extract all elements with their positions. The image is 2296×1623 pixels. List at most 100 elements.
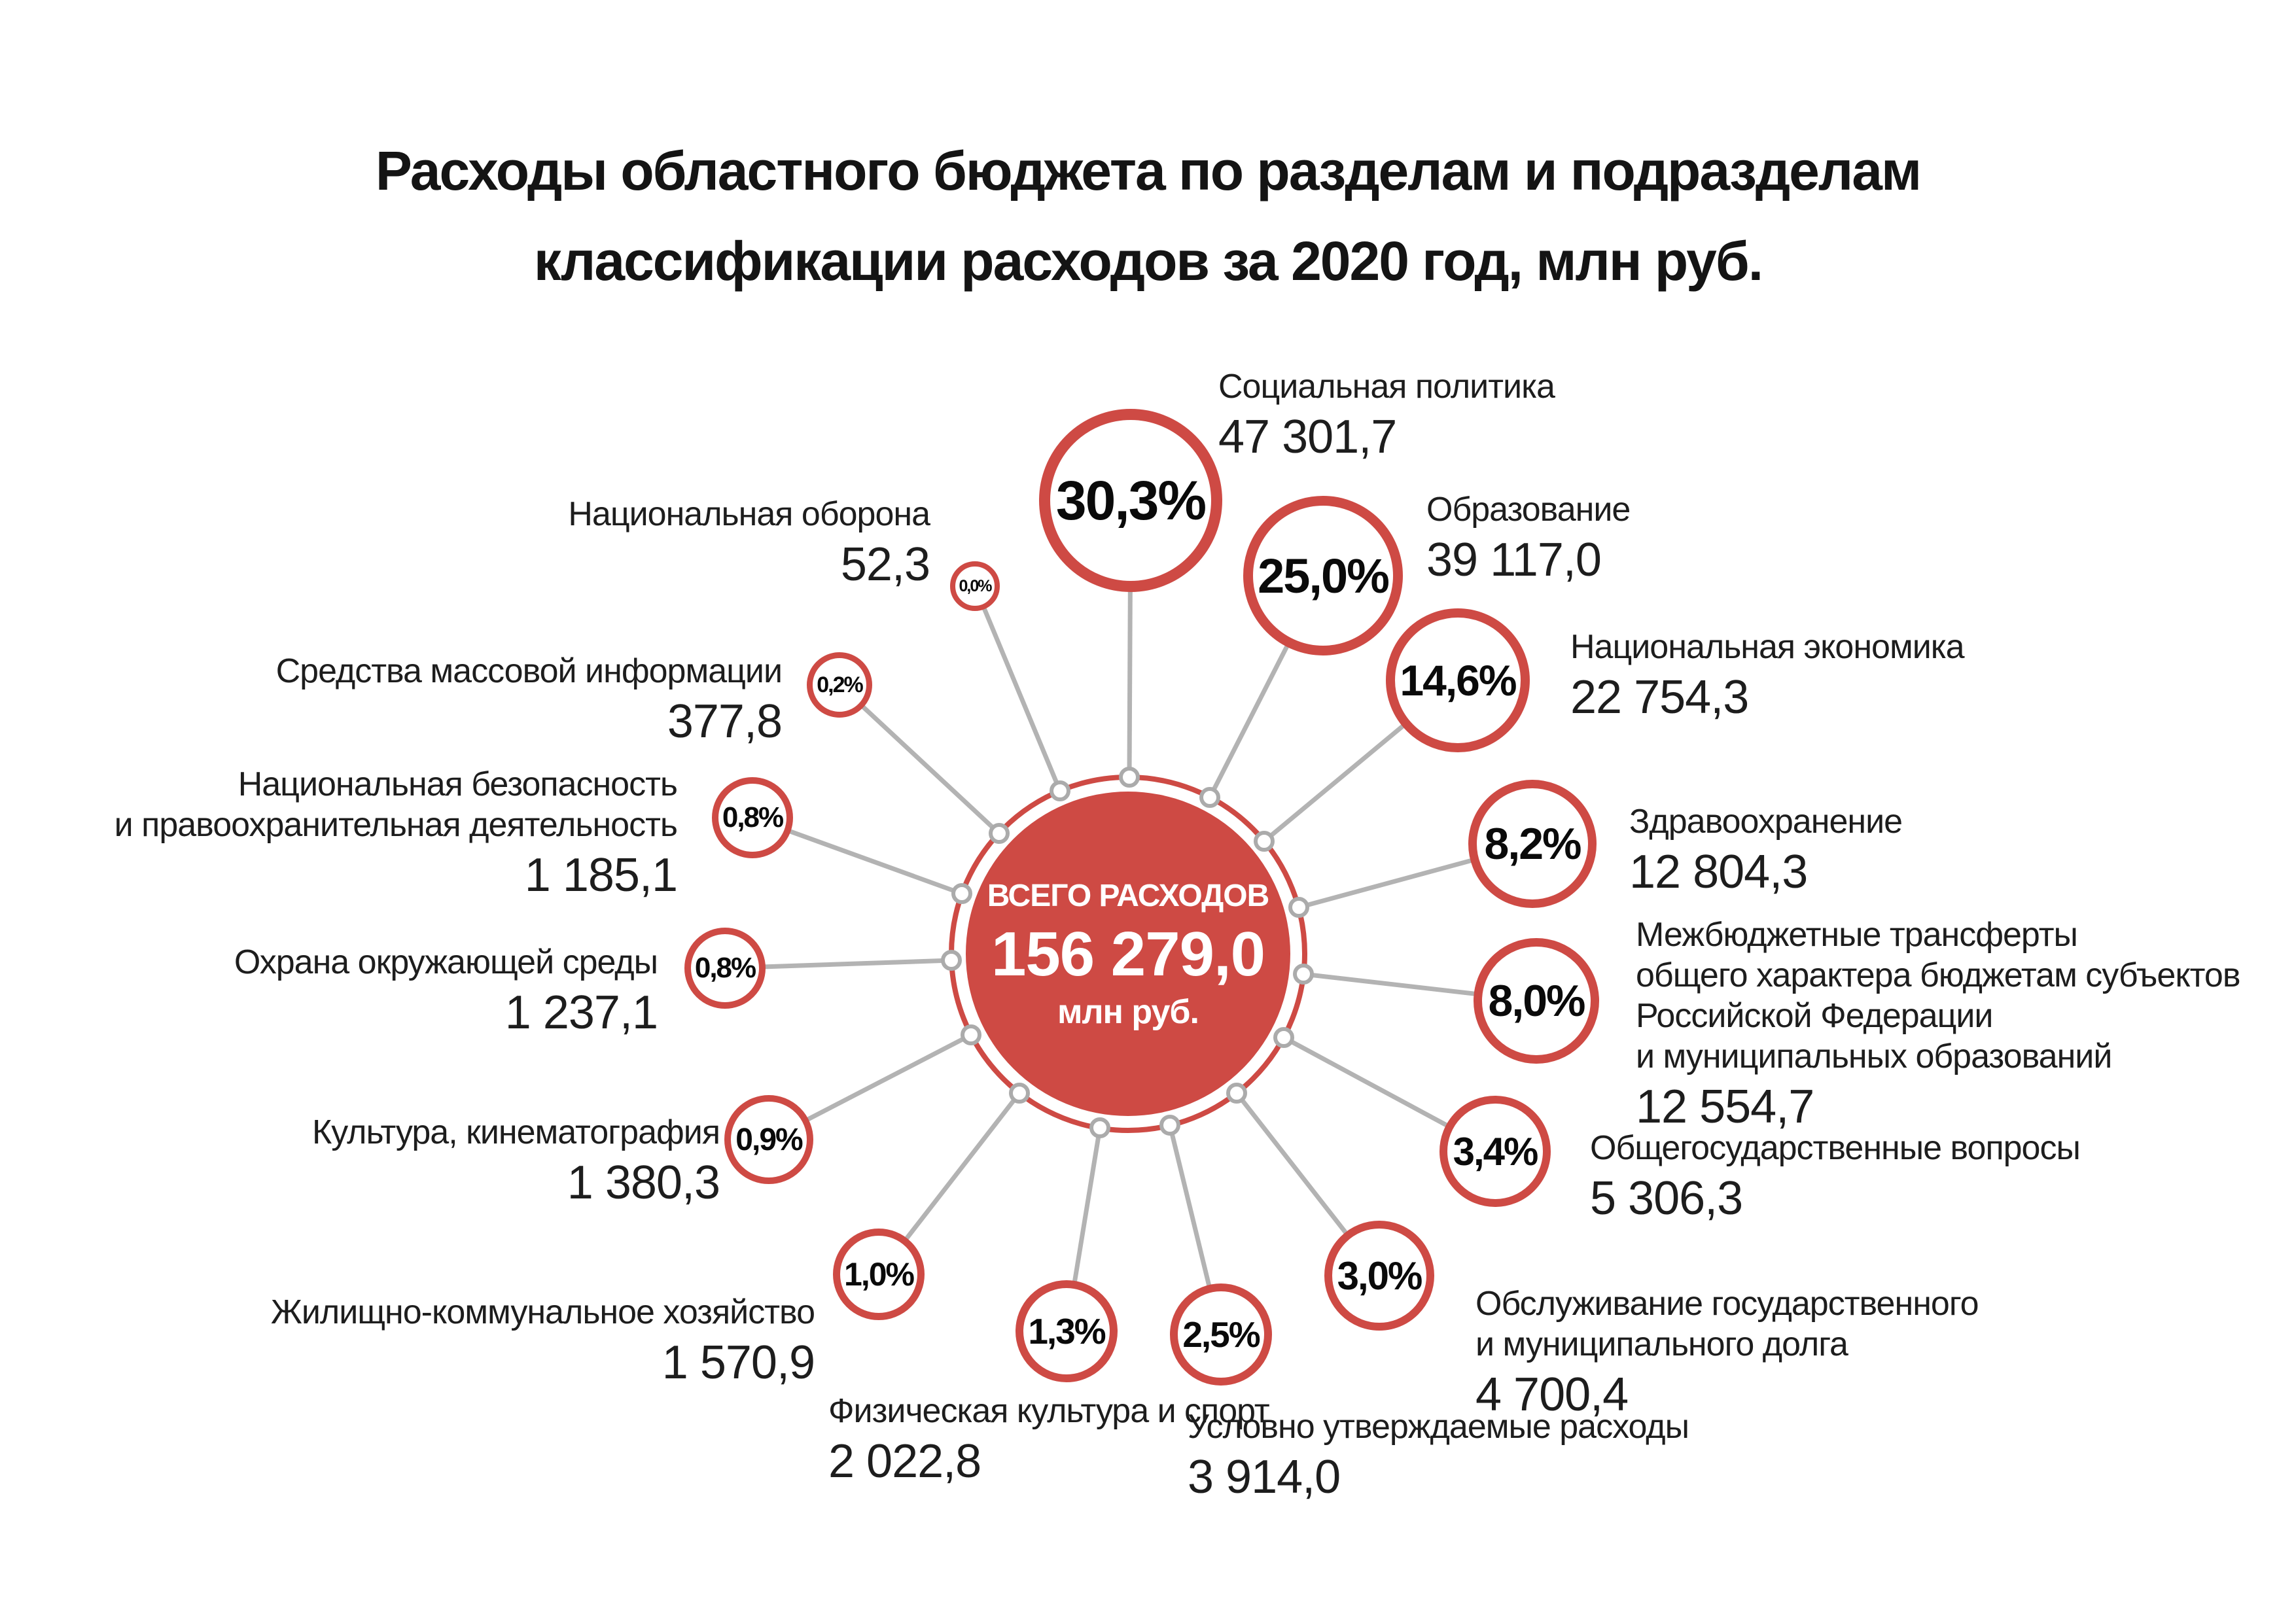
connector-node-icon xyxy=(989,823,1010,844)
connector-node-icon xyxy=(951,883,972,904)
connector-line xyxy=(972,585,1063,792)
bubble-percent: 1,0% xyxy=(844,1256,915,1293)
hub-fill-circle xyxy=(966,792,1290,1116)
bubble-percent: 25,0% xyxy=(1258,548,1390,603)
category-label-line: Физическая культура и спорт xyxy=(828,1392,1270,1430)
category-label-line: Общегосударственные вопросы xyxy=(1590,1129,2081,1167)
category-value: 4 700,4 xyxy=(1475,1369,1629,1421)
category-label-block: Социальная политика 47 301,7 xyxy=(1218,366,1555,464)
bubble-percent: 0,0% xyxy=(959,576,993,595)
hub-total-label: ВСЕГО РАСХОДОВ xyxy=(987,879,1270,913)
connector-node-icon xyxy=(1089,1117,1110,1138)
bubble-15: 0,0% xyxy=(950,561,1000,611)
category-value: 12 804,3 xyxy=(1629,846,1808,898)
hub-text: ВСЕГО РАСХОДОВ 156 279,0 млн руб. xyxy=(932,875,1324,1033)
category-label-block: Физическая культура и спорт 2 022,8 xyxy=(828,1391,1270,1489)
bubble-4: 8,2% xyxy=(1468,780,1597,908)
bubble-2: 25,0% xyxy=(1243,496,1403,655)
connector-line xyxy=(838,683,1001,835)
category-label-line: Национальная экономика xyxy=(1570,628,1965,666)
category-label-line: Образование xyxy=(1426,491,1631,529)
page-title-line-2: классификации расходов за 2020 год, млн … xyxy=(533,230,1763,292)
category-value: 3 914,0 xyxy=(1188,1451,1341,1503)
category-label-line: и муниципального долга xyxy=(1475,1325,1848,1363)
category-label-line: и муниципальных образований xyxy=(1636,1038,2112,1075)
connector-node-icon xyxy=(1273,1027,1294,1048)
category-label-line: и правоохранительная деятельность xyxy=(114,806,678,844)
bubble-9: 1,3% xyxy=(1016,1280,1118,1382)
category-label-line: Средства массовой информации xyxy=(275,652,783,690)
hub-total-value: 156 279,0 xyxy=(991,919,1265,989)
category-label-line: Охрана окружающей среды xyxy=(234,943,658,981)
bubble-11: 0,9% xyxy=(724,1095,813,1184)
category-value: 1 185,1 xyxy=(524,849,678,901)
category-label-line: Межбюджетные трансферты xyxy=(1636,916,2078,954)
category-label-block: Общегосударственные вопросы 5 306,3 xyxy=(1590,1128,2081,1226)
hub-total-unit: млн руб. xyxy=(1057,993,1199,1031)
category-label-block: Обслуживание государственного и муниципал… xyxy=(1475,1283,1979,1422)
bubble-percent: 0,2% xyxy=(817,672,863,697)
category-value: 12 554,7 xyxy=(1636,1081,1814,1133)
connector-node-icon xyxy=(1293,964,1314,985)
connector-node-icon xyxy=(1288,897,1309,918)
bubble-percent: 14,6% xyxy=(1400,656,1517,705)
category-label-line: общего характера бюджетам субъектов xyxy=(1636,956,2240,994)
category-label-line: Российской Федерации xyxy=(1636,997,1993,1035)
connector-node-icon xyxy=(1050,780,1070,801)
bubble-percent: 3,4% xyxy=(1453,1129,1539,1174)
bubble-percent: 8,2% xyxy=(1484,819,1582,869)
connector-node-icon xyxy=(1159,1115,1180,1136)
bubble-percent: 3,0% xyxy=(1337,1253,1423,1298)
category-value: 39 117,0 xyxy=(1426,534,1602,586)
category-value: 52,3 xyxy=(840,538,930,591)
connector-node-icon xyxy=(1119,767,1140,788)
category-label-line: Национальная безопасность xyxy=(238,765,678,803)
bubble-percent: 1,3% xyxy=(1028,1311,1106,1352)
connector-node-icon xyxy=(1254,831,1275,852)
bubble-5: 8,0% xyxy=(1474,938,1599,1064)
category-value: 1 237,1 xyxy=(504,986,658,1039)
page-title: Расходы областного бюджета по разделам и… xyxy=(0,126,2296,306)
bubble-7: 3,0% xyxy=(1324,1221,1434,1331)
category-label-line: Жилищно-коммунальное хозяйство xyxy=(270,1293,815,1331)
category-label-block: Культура, кинематография 1 380,3 xyxy=(312,1112,720,1210)
bubble-1: 30,3% xyxy=(1039,409,1222,592)
category-label-block: Образование 39 117,0 xyxy=(1426,489,1631,587)
category-label-block: Охрана окружающей среды 1 237,1 xyxy=(234,942,658,1040)
bubble-percent: 8,0% xyxy=(1488,976,1586,1026)
category-value: 1 570,9 xyxy=(662,1336,815,1389)
bubble-8: 2,5% xyxy=(1170,1283,1272,1386)
category-label-line: Здравоохранение xyxy=(1629,803,1903,841)
category-value: 5 306,3 xyxy=(1590,1172,1743,1225)
category-label-line: Культура, кинематография xyxy=(312,1113,720,1151)
category-label-block: Национальная экономика 22 754,3 xyxy=(1570,627,1965,725)
category-label-block: Национальная безопасность и правоохраните… xyxy=(114,764,678,903)
connector-node-icon xyxy=(1226,1083,1247,1104)
category-label-line: Национальная оборона xyxy=(568,495,930,533)
bubble-percent: 0,9% xyxy=(735,1122,803,1157)
category-value: 2 022,8 xyxy=(828,1435,981,1488)
category-value: 377,8 xyxy=(667,695,783,748)
connector-node-icon xyxy=(1009,1083,1030,1104)
bubble-percent: 0,8% xyxy=(722,801,784,833)
category-value: 47 301,7 xyxy=(1218,411,1397,463)
bubble-10: 1,0% xyxy=(833,1229,925,1320)
bubble-13: 0,8% xyxy=(712,777,793,858)
category-label-block: Условно утверждаемые расходы 3 914,0 xyxy=(1188,1406,1689,1505)
bubble-percent: 0,8% xyxy=(694,952,756,984)
page-title-line-1: Расходы областного бюджета по разделам и… xyxy=(375,140,1922,201)
category-label-block: Национальная оборона 52,3 xyxy=(568,494,930,592)
category-value: 22 754,3 xyxy=(1570,671,1749,724)
connector-node-icon xyxy=(941,950,962,971)
category-value: 1 380,3 xyxy=(567,1157,720,1209)
category-label-block: Жилищно-коммунальное хозяйство 1 570,9 xyxy=(271,1292,815,1390)
category-label-line: Социальная политика xyxy=(1218,368,1555,406)
category-label-line: Обслуживание государственного xyxy=(1475,1285,1979,1323)
bubble-14: 0,2% xyxy=(807,652,872,718)
category-label-line: Условно утверждаемые расходы xyxy=(1188,1408,1689,1446)
category-label-block: Межбюджетные трансферты общего характера … xyxy=(1636,915,2240,1134)
bubble-percent: 30,3% xyxy=(1055,469,1207,531)
category-label-block: Здравоохранение 12 804,3 xyxy=(1629,801,1903,899)
